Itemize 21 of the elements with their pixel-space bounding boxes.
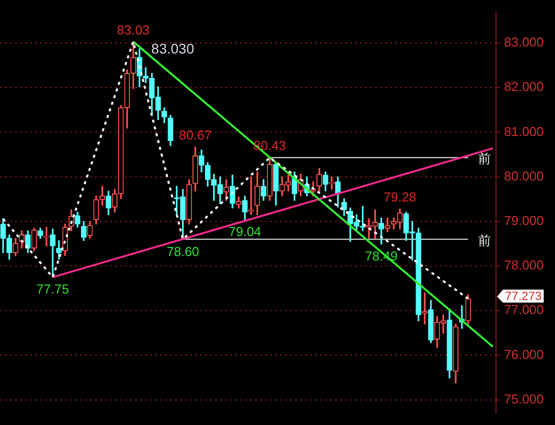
y-tick-label: 79.000	[504, 213, 544, 228]
annotation: 78.60	[166, 244, 200, 259]
y-tick-label: 82.000	[504, 79, 544, 94]
ref-line-label: 前	[478, 151, 492, 166]
annotation: 83.030	[151, 40, 194, 57]
y-tick-label: 80.000	[504, 168, 544, 184]
y-tick-label: 78.000	[504, 258, 544, 273]
text: 77.273	[505, 288, 542, 303]
y-tick-label: 83.000	[504, 34, 544, 50]
y-tick-label: 77.000	[504, 302, 544, 318]
annotation: 79.28	[384, 190, 416, 205]
candlestick	[384, 218, 390, 232]
y-tick-label: 75.000	[504, 391, 544, 406]
y-tick-label: 76.000	[504, 346, 544, 362]
annotation: 80.67	[179, 128, 212, 143]
annotation: 77.75	[36, 282, 69, 297]
annotation: 83.03	[117, 22, 150, 38]
y-tick-label: 81.000	[504, 124, 544, 139]
candlestick	[44, 226, 50, 246]
ref-line-label: 前	[478, 232, 492, 248]
annotation: 79.04	[228, 224, 262, 240]
